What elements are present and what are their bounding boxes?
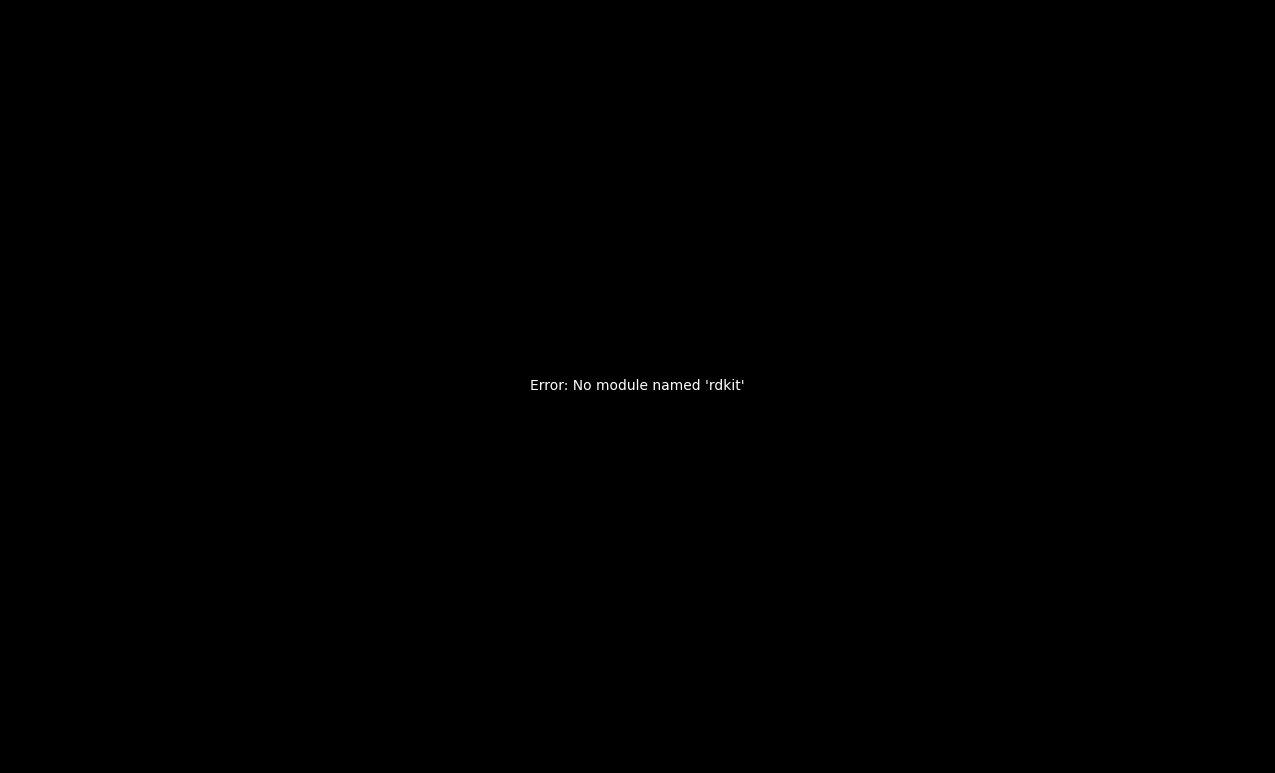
- Text: Error: No module named 'rdkit': Error: No module named 'rdkit': [530, 380, 745, 393]
